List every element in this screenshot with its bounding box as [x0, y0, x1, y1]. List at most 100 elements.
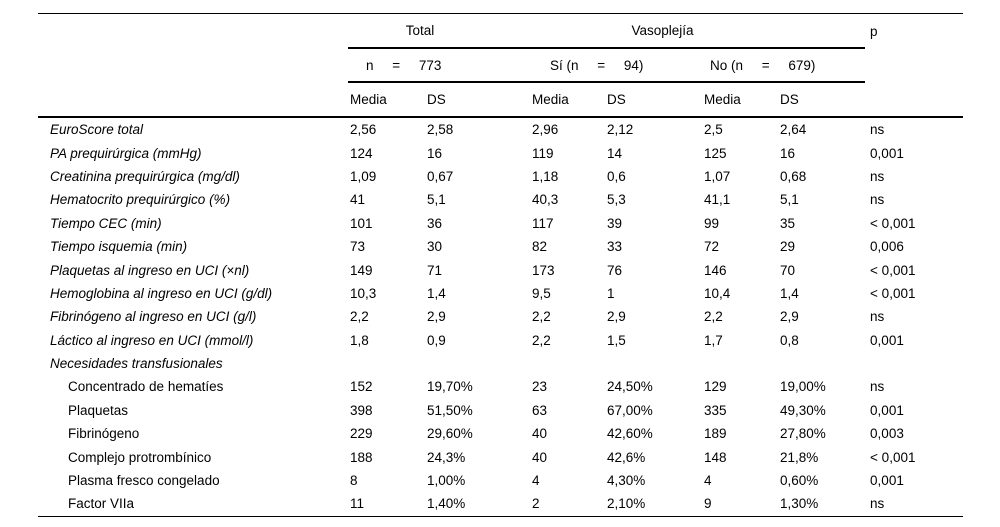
value-cell: 398: [350, 402, 373, 418]
n-total: n = 773: [348, 48, 530, 83]
header-n-row: n = 773 Sí (n = 94) No (n = 679): [38, 48, 963, 83]
value-cell: 0,9: [427, 332, 446, 348]
row-label: Necesidades transfusionales: [50, 356, 223, 372]
value-cell: 1,8: [350, 332, 369, 348]
value-cell: 2,12: [607, 122, 634, 138]
table-row: Concentrado de hematíes 152 19,70% 23 24,50%…: [38, 375, 963, 398]
value-cell: 21,8%: [780, 449, 819, 465]
value-cell: 9: [702, 492, 778, 517]
p-value-cell: ns: [870, 122, 885, 138]
p-value-cell: 0,001: [870, 402, 904, 418]
value-cell: 76: [607, 262, 623, 278]
value-cell: 1,30%: [778, 492, 866, 517]
value-cell: 70: [780, 262, 796, 278]
value-cell: 42,6%: [607, 449, 646, 465]
p-column-spacer: [865, 82, 964, 118]
col-header-ds-si: DS: [605, 82, 702, 118]
value-cell: 0,67: [427, 168, 454, 184]
col-header-ds-no: DS: [778, 82, 866, 118]
value-cell: 1,00%: [427, 473, 466, 489]
table-body: EuroScore total 2,56 2,58 2,96 2,12 2,5 2,64 ns…: [38, 117, 964, 517]
row-label: Fibrinógeno: [68, 426, 140, 442]
value-cell: 2,64: [780, 122, 807, 138]
value-cell: 148: [704, 449, 727, 465]
value-cell: 29: [780, 239, 796, 255]
value-cell: 173: [532, 262, 555, 278]
row-label: Concentrado de hematíes: [68, 379, 224, 395]
value-cell: 39: [607, 215, 623, 231]
value-cell: 1,18: [532, 168, 559, 184]
col-header-media-total: Media: [348, 82, 425, 118]
header-group-row: Total Vasoplejía p: [38, 13, 964, 49]
n-si: Sí (n = 94): [530, 48, 702, 83]
value-cell: 33: [607, 239, 623, 255]
value-cell: 2,10%: [605, 492, 702, 517]
value-cell: 1: [607, 285, 615, 301]
value-cell: 4: [704, 473, 712, 489]
value-cell: 1,7: [704, 332, 723, 348]
value-cell: 125: [704, 145, 727, 161]
value-cell: 29,60%: [427, 426, 473, 442]
value-cell: 67,00%: [607, 402, 653, 418]
value-cell: 0,8: [780, 332, 799, 348]
label-column-spacer: [38, 13, 348, 48]
value-cell: 73: [350, 239, 366, 255]
row-label: Fibrinógeno al ingreso en UCI (g/l): [50, 309, 257, 325]
value-cell: 101: [350, 215, 373, 231]
value-cell: 27,80%: [780, 426, 826, 442]
row-label: Plaquetas al ingreso en UCI (×nl): [50, 262, 250, 278]
row-label: Hematocrito prequirúrgico (%): [50, 192, 231, 208]
value-cell: 24,50%: [607, 379, 653, 395]
value-cell: 5,1: [780, 192, 799, 208]
value-cell: 5,3: [607, 192, 626, 208]
row-label: Tiempo isquemia (min): [50, 239, 188, 255]
value-cell: 146: [704, 262, 727, 278]
label-column-spacer: [38, 82, 348, 118]
table-row: EuroScore total 2,56 2,58 2,96 2,12 2,5 2,64 ns: [38, 117, 963, 141]
value-cell: 0,60%: [780, 473, 819, 489]
p-value-cell: [865, 352, 963, 375]
row-label: Factor VIIa: [38, 492, 348, 517]
value-cell: 2,5: [704, 122, 723, 138]
value-cell: 188: [350, 449, 373, 465]
value-cell: 129: [704, 379, 727, 395]
row-label: EuroScore total: [50, 122, 144, 138]
p-value-cell: 0,001: [870, 473, 904, 489]
value-cell: 0,6: [607, 168, 626, 184]
table-row: Complejo protrombínico 188 24,3% 40 42,6% 148…: [38, 445, 963, 468]
p-value-cell: 0,006: [870, 239, 904, 255]
value-cell: 24,3%: [427, 449, 466, 465]
value-cell: 2,58: [427, 122, 454, 138]
value-cell: 99: [704, 215, 720, 231]
value-cell: 2,2: [704, 309, 723, 325]
value-cell: 36: [427, 215, 443, 231]
value-cell: 4,30%: [607, 473, 646, 489]
value-cell: 229: [350, 426, 373, 442]
value-cell: 40: [532, 426, 548, 442]
value-cell: 23: [532, 379, 548, 395]
value-cell: [702, 352, 778, 375]
value-cell: 10,3: [350, 285, 377, 301]
value-cell: 2,96: [532, 122, 559, 138]
p-value-cell: 0,003: [870, 426, 904, 442]
col-header-media-no: Media: [702, 82, 778, 118]
p-value-cell: 0,001: [870, 332, 904, 348]
value-cell: 8: [350, 473, 358, 489]
row-label: Creatinina prequirúrgica (mg/dl): [50, 168, 240, 184]
label-column-spacer: [38, 48, 348, 82]
table-row: Plasma fresco congelado 8 1,00% 4 4,30% 4 0,60…: [38, 469, 963, 492]
table-row: Tiempo isquemia (min) 73 30 82 33 72 29 0,006: [38, 235, 963, 258]
table-row: Creatinina prequirúrgica (mg/dl) 1,09 0,67…: [38, 165, 963, 188]
table-row: Plaquetas al ingreso en UCI (×nl) 149 71 17…: [38, 258, 963, 281]
col-header-media-si: Media: [530, 82, 605, 118]
value-cell: 16: [780, 145, 796, 161]
p-value-cell: ns: [870, 379, 885, 395]
table-row: Plaquetas 398 51,50% 63 67,00% 335 49,30% 0,001: [38, 399, 963, 422]
value-cell: 41: [350, 192, 366, 208]
value-cell: 49,30%: [780, 402, 826, 418]
value-cell: 63: [532, 402, 548, 418]
value-cell: 5,1: [427, 192, 446, 208]
value-cell: 10,4: [704, 285, 731, 301]
value-cell: 35: [780, 215, 796, 231]
